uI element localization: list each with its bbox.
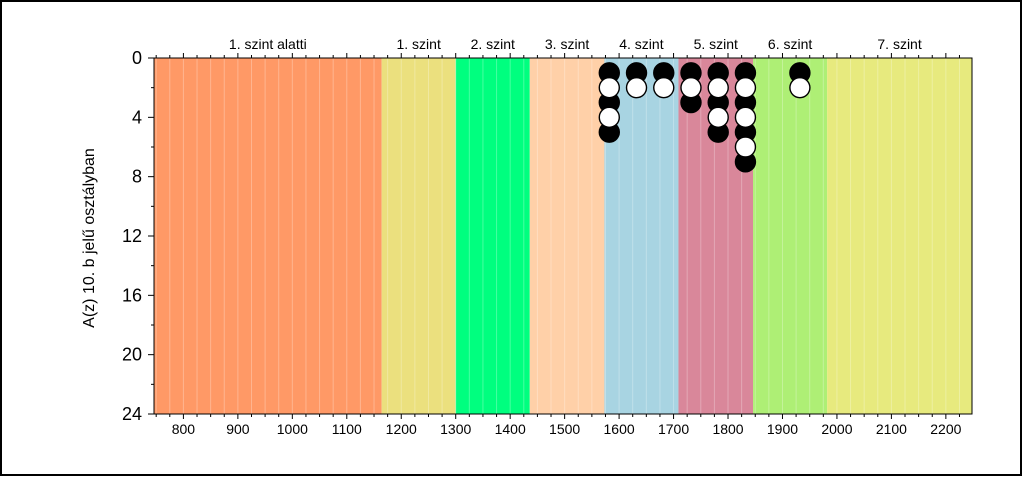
student-point-white bbox=[734, 136, 757, 158]
band-2 bbox=[381, 58, 456, 414]
y-tick-label: 24 bbox=[122, 404, 142, 424]
band-label-1: 1. szint alatti bbox=[229, 36, 307, 52]
student-point-white bbox=[734, 76, 757, 99]
x-tick-label: 1600 bbox=[604, 421, 635, 437]
y-tick-label: 12 bbox=[122, 226, 142, 246]
band-8 bbox=[827, 58, 972, 414]
level-bands bbox=[154, 58, 972, 414]
x-tick-label: 900 bbox=[226, 421, 250, 437]
band-1 bbox=[154, 58, 382, 414]
axes: 800 900 1000 1100 1200 1300 1400 1500 1600 1700 18… bbox=[122, 48, 973, 437]
band-3 bbox=[455, 58, 530, 414]
x-tick-label: 1400 bbox=[495, 421, 526, 437]
student-point-white bbox=[707, 76, 729, 99]
student-point-white bbox=[680, 76, 702, 99]
y-tick-label: 16 bbox=[122, 285, 142, 305]
band-4 bbox=[529, 58, 605, 414]
y-tick-label: 0 bbox=[132, 48, 142, 68]
band-label-4: 3. szint bbox=[545, 36, 589, 52]
x-tick-label: 1100 bbox=[332, 421, 362, 437]
x-tick-label: 2200 bbox=[930, 421, 961, 437]
chart-svg: 1. szint alatti 1. szint 2. szint 3. szint 4… bbox=[81, 36, 973, 437]
student-point-white bbox=[789, 76, 811, 99]
x-tick-label: 800 bbox=[172, 421, 196, 437]
student-point-white bbox=[653, 76, 675, 99]
y-tick-label: 20 bbox=[122, 345, 142, 365]
student-point-white bbox=[707, 106, 729, 129]
band-label-3: 2. szint bbox=[471, 36, 515, 52]
band-label-5: 4. szint bbox=[619, 36, 663, 52]
level-labels: 1. szint alatti 1. szint 2. szint 3. szint 4… bbox=[229, 36, 922, 52]
x-tick-label: 1300 bbox=[440, 421, 471, 437]
x-tick-label: 1800 bbox=[712, 421, 743, 437]
x-tick-label: 2000 bbox=[821, 421, 852, 437]
grid-lines bbox=[155, 58, 960, 414]
y-axis-label: A(z) 10. b jelű osztályban bbox=[81, 148, 98, 328]
student-point-white bbox=[734, 106, 757, 129]
x-tick-label: 2100 bbox=[876, 421, 907, 437]
band-7 bbox=[753, 58, 828, 414]
student-point-white bbox=[625, 76, 648, 99]
band-label-7: 6. szint bbox=[768, 36, 812, 52]
y-tick-label: 4 bbox=[132, 107, 142, 127]
student-point-white bbox=[598, 76, 620, 99]
x-tick-label: 1700 bbox=[658, 421, 689, 437]
x-tick-label: 1200 bbox=[386, 421, 417, 437]
x-tick-label: 1500 bbox=[549, 421, 580, 437]
student-point-white bbox=[598, 106, 620, 129]
band-label-8: 7. szint bbox=[877, 36, 921, 52]
x-tick-label: 1900 bbox=[767, 421, 798, 437]
y-tick-label: 8 bbox=[132, 167, 142, 187]
band-label-6: 5. szint bbox=[694, 36, 738, 52]
band-label-2: 1. szint bbox=[396, 36, 440, 52]
data-points bbox=[598, 62, 811, 173]
x-tick-label: 1000 bbox=[277, 421, 308, 437]
